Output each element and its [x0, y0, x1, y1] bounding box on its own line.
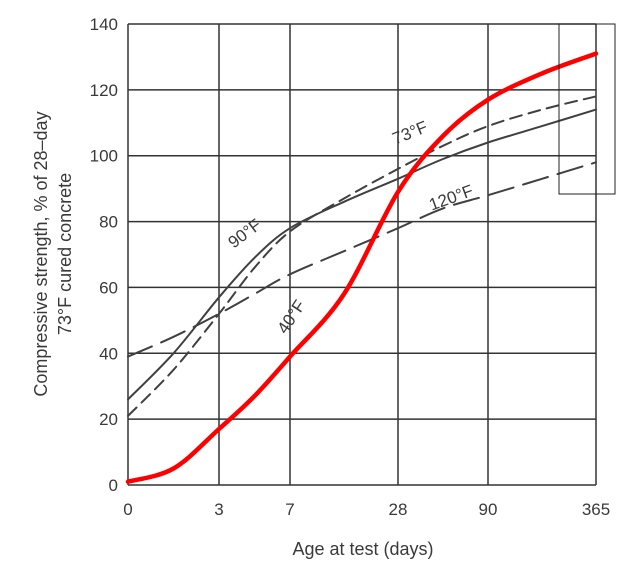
y-tick-label-140: 140 [90, 15, 118, 34]
series-line-120f [127, 161, 597, 358]
x-tick-label-28: 28 [389, 500, 408, 519]
x-tick-label-0: 0 [123, 500, 132, 519]
x-tick-label-3: 3 [214, 500, 223, 519]
x-tick-label-7: 7 [285, 500, 294, 519]
curve-label-120f: 120°F [426, 181, 475, 214]
curve-label-90f: 90°F [225, 215, 265, 252]
y-axis-title-line2: 73°F cured concrete [55, 173, 75, 335]
series-line-73f [127, 95, 597, 417]
y-tick-label-20: 20 [99, 410, 118, 429]
y-tick-label-40: 40 [99, 344, 118, 363]
curve-label-73f: 73°F [390, 117, 431, 148]
y-tick-label-80: 80 [99, 213, 118, 232]
curve-label-40f: 40°F [273, 297, 309, 338]
series-line-40f [125, 51, 599, 484]
y-tick-label-120: 120 [90, 81, 118, 100]
y-tick-label-100: 100 [90, 147, 118, 166]
y-tick-label-0: 0 [109, 476, 118, 495]
x-tick-label-90: 90 [479, 500, 498, 519]
series-line-90f [127, 108, 597, 401]
highlight-box [558, 23, 616, 195]
y-axis-title-line1: Compressive strength, % of 28–day [31, 111, 51, 396]
x-axis-title: Age at test (days) [292, 539, 433, 559]
y-tick-label-60: 60 [99, 278, 118, 297]
x-tick-label-365: 365 [582, 500, 610, 519]
